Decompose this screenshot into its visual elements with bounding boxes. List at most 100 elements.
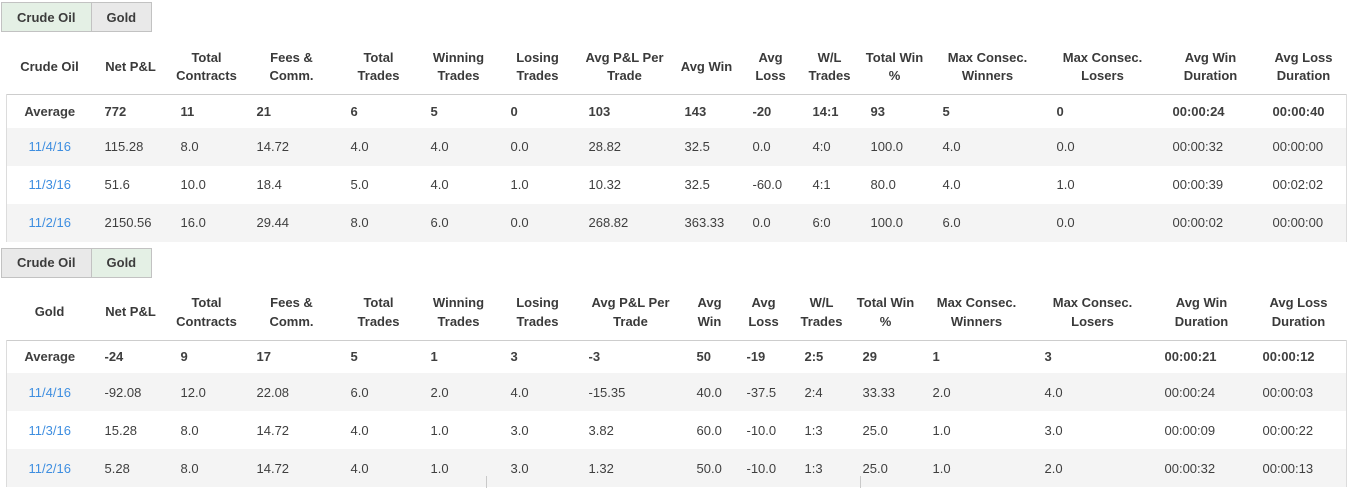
average-cell: 143	[672, 94, 741, 128]
column-header-net-p-l: Net P&L	[92, 285, 169, 340]
column-header-gold: Gold	[6, 285, 93, 340]
header-row: Crude Oil Net P&L Total Contracts Fees & Co…	[6, 40, 1347, 95]
stat-cell: 4.0	[430, 139, 449, 154]
date-cell: 11/2/16	[6, 203, 93, 242]
column-header-avg-loss: Avg Loss	[740, 40, 801, 95]
stat-cell: 00:00:13	[1250, 449, 1347, 487]
column-header-losing-trades: Losing Trades	[498, 285, 577, 340]
stat-cell: 00:00:00	[1260, 203, 1347, 242]
stat-cell: 2.0	[430, 384, 449, 400]
stat-cell: -10.0	[746, 460, 777, 476]
date-cell: 11/4/16	[6, 127, 93, 166]
stat-cell: 33.33	[862, 384, 896, 400]
stat-cell: -10.0	[746, 422, 777, 438]
stat-cell: 0.0	[1056, 139, 1075, 154]
stat-cell: 3.0	[510, 460, 529, 476]
average-cell: 0	[1044, 94, 1161, 128]
stat-cell: -60.0	[752, 177, 783, 192]
stat-cell: 14.72	[256, 422, 290, 438]
stat-cell: 1.0	[430, 422, 449, 438]
stat-cell: 100.0	[870, 139, 904, 154]
date-link[interactable]: 11/4/16	[28, 139, 71, 154]
average-cell: 1	[418, 339, 499, 373]
average-cell: 103	[576, 94, 673, 128]
date-link[interactable]: 11/2/16	[28, 460, 71, 476]
stat-cell: 4.0	[942, 139, 961, 154]
date-cell: 11/2/16	[6, 449, 93, 487]
average-cell: 21	[244, 94, 339, 128]
stat-cell: 1.32	[588, 460, 614, 476]
splitter-tick	[860, 476, 861, 488]
crude-oil-report: Crude Oil Gold Crude Oil Net P&L Total Cont…	[0, 2, 1352, 242]
column-header-max-consec-winners: Max Consec. Winners	[930, 40, 1045, 95]
stat-cell: 16.0	[180, 215, 206, 230]
table-row: 11/2/16 5.28 8.0 14.72 4.0 1.0 3.0 1.32 50.0 -10.…	[6, 449, 1347, 487]
stat-cell: 14.72	[256, 139, 290, 154]
stat-cell: 2:4	[804, 384, 823, 400]
stat-cell: 1.0	[932, 460, 951, 476]
column-header-total-contracts: Total Contracts	[168, 285, 245, 340]
date-link[interactable]: 11/2/16	[28, 215, 71, 230]
table-row: 11/2/16 2150.56 16.0 29.44 8.0 6.0 0.0 268.82 36…	[6, 203, 1347, 242]
stat-cell: 00:00:39	[1172, 177, 1224, 192]
stat-cell: 5.0	[350, 177, 369, 192]
stat-cell: 1.0	[1056, 177, 1075, 192]
stat-cell: 29.44	[256, 215, 290, 230]
stat-cell: 10.32	[588, 177, 622, 192]
average-cell: 6	[338, 94, 419, 128]
stat-cell: 2.0	[1044, 460, 1063, 476]
table-row: 11/3/16 51.6 10.0 18.4 5.0 4.0 1.0 10.32 32.5 -60…	[6, 165, 1347, 204]
stat-cell: 51.6	[104, 177, 130, 192]
stat-cell: 4.0	[510, 384, 529, 400]
tab-gold[interactable]: Gold	[90, 2, 153, 32]
stat-cell: 3.0	[1044, 422, 1063, 438]
stat-cell: 1.0	[932, 422, 951, 438]
stat-cell: 0.0	[1056, 215, 1075, 230]
stat-cell: 00:00:32	[1172, 139, 1224, 154]
stat-cell: 0.0	[510, 215, 529, 230]
header-row: Gold Net P&L Total Contracts Fees & Comm. To…	[6, 285, 1347, 340]
stat-cell: 8.0	[350, 215, 369, 230]
stat-cell: 00:00:00	[1260, 127, 1347, 166]
stat-cell: 8.0	[180, 460, 199, 476]
average-cell: 93	[858, 94, 931, 128]
average-row-label: Average	[6, 339, 93, 373]
stat-cell: 15.28	[104, 422, 138, 438]
date-cell: 11/4/16	[6, 373, 93, 411]
stat-cell: 4.0	[350, 460, 369, 476]
column-header-total-win: Total Win %	[850, 285, 921, 340]
column-header-w-l-trades: W/L Trades	[792, 285, 851, 340]
date-link[interactable]: 11/3/16	[28, 177, 71, 192]
average-cell: 772	[92, 94, 169, 128]
stat-cell: 25.0	[862, 460, 888, 476]
stat-cell: 25.0	[862, 422, 888, 438]
column-header-fees-comm: Fees & Comm.	[244, 40, 339, 95]
stat-cell: 00:00:02	[1172, 215, 1224, 230]
date-link[interactable]: 11/3/16	[28, 422, 71, 438]
stat-cell: 268.82	[588, 215, 629, 230]
gold-report: Crude Oil Gold Gold Net P&L Total Contracts…	[0, 247, 1352, 487]
stat-cell: 4.0	[350, 422, 369, 438]
stat-cell: 6.0	[942, 215, 961, 230]
column-header-total-win: Total Win %	[858, 40, 931, 95]
column-header-avg-win-duration: Avg Win Duration	[1152, 285, 1251, 340]
average-cell: -3	[576, 339, 685, 373]
stat-cell: 0.0	[752, 139, 771, 154]
stat-cell: 00:02:02	[1260, 165, 1347, 204]
column-header-avg-win: Avg Win	[684, 285, 735, 340]
average-cell: 0	[498, 94, 577, 128]
average-row-label: Average	[6, 94, 93, 128]
tab-crude-oil[interactable]: Crude Oil	[1, 2, 92, 32]
tab-gold[interactable]: Gold	[90, 247, 153, 278]
date-link[interactable]: 11/4/16	[28, 384, 71, 400]
average-cell: -19	[734, 339, 793, 373]
average-cell: 29	[850, 339, 921, 373]
average-cell: 5	[418, 94, 499, 128]
average-cell: 50	[684, 339, 735, 373]
average-cell: 5	[930, 94, 1045, 128]
tab-crude-oil[interactable]: Crude Oil	[1, 247, 92, 278]
column-header-total-trades: Total Trades	[338, 40, 419, 95]
average-cell: 3	[498, 339, 577, 373]
column-header-crude-oil: Crude Oil	[6, 40, 93, 95]
stat-cell: 00:00:03	[1250, 373, 1347, 411]
